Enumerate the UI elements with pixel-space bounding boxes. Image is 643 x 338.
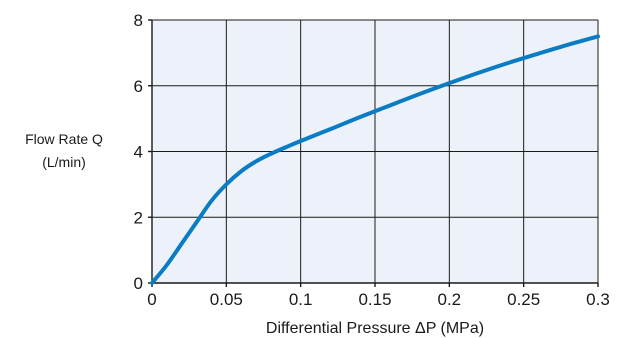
x-tick-label-0: 0 [147, 290, 156, 309]
x-tick-label-2: 0.1 [289, 290, 313, 309]
grid [152, 19, 599, 283]
x-axis-title: Differential Pressure ΔP (MPa) [266, 320, 484, 337]
y-tick-label-3: 6 [134, 77, 143, 96]
x-tick-label-5: 0.25 [507, 290, 540, 309]
x-tick-label-4: 0.2 [438, 290, 462, 309]
y-tick-label-0: 0 [134, 274, 143, 293]
x-tick-labels: 0 0.05 0.1 0.15 0.2 0.25 0.3 [147, 290, 610, 309]
x-tick-label-6: 0.3 [586, 290, 610, 309]
series-line-0 [150, 34, 600, 285]
x-tick-label-1: 0.05 [210, 290, 243, 309]
y-tick-labels: 0 2 4 6 8 [134, 11, 143, 293]
series-layer [150, 34, 600, 285]
y-axis-title-line2: (L/min) [42, 154, 86, 170]
y-tick-label-4: 8 [134, 11, 143, 30]
y-tick-label-1: 2 [134, 208, 143, 227]
y-tick-label-2: 4 [134, 143, 143, 162]
x-tick-label-3: 0.15 [358, 290, 391, 309]
y-axis-title-line1: Flow Rate Q [25, 131, 103, 147]
